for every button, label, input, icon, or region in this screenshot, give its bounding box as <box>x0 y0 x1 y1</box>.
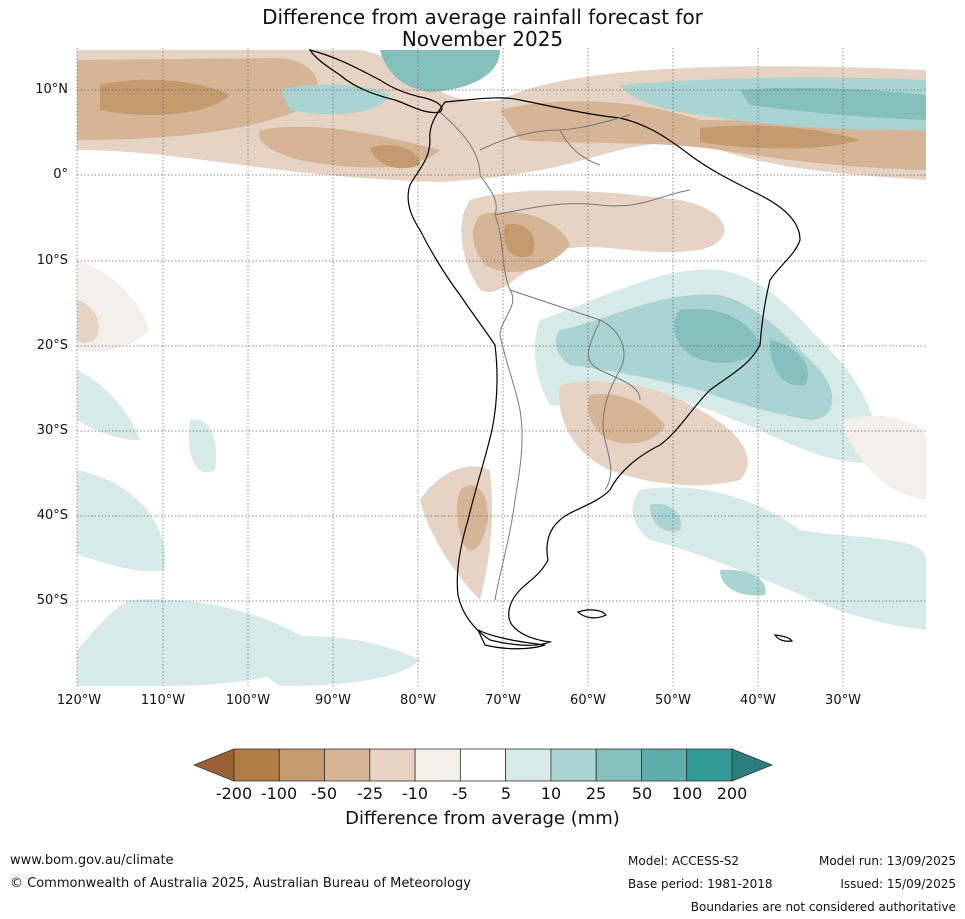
base-period-text: Base period: 1981-2018 <box>628 877 773 891</box>
lat-label: 20°S <box>36 338 68 353</box>
wet-central-am <box>380 50 500 92</box>
lon-label: 40°W <box>740 693 776 708</box>
country-borders <box>439 111 691 601</box>
wet-pacific-sw2 <box>77 370 140 440</box>
lon-label: 50°W <box>655 693 691 708</box>
lat-label: 10°S <box>36 253 68 268</box>
colorbar-swatch <box>686 748 733 782</box>
colorbar-tick: -5 <box>452 784 468 803</box>
lon-label: 100°W <box>225 693 271 708</box>
colorbar-swatch <box>369 748 416 782</box>
wet-south-atl <box>632 487 926 630</box>
rainfall-anomaly-layer <box>77 48 926 686</box>
map-title-line2: November 2025 <box>401 27 564 51</box>
wet-brazil-inner <box>555 294 833 420</box>
graticule <box>76 48 926 686</box>
colorbar-tick: 100 <box>671 784 703 803</box>
model-run-text: Model run: 13/09/2025 <box>818 854 956 868</box>
lat-label: 40°S <box>36 508 68 523</box>
wet-pacific-sw <box>77 470 166 572</box>
colorbar-title: Difference from average (mm) <box>345 808 620 829</box>
dry-pacific-west-inner <box>77 300 99 343</box>
colorbar-swatch <box>595 748 642 782</box>
colorbar-tick: 25 <box>585 784 607 803</box>
colorbar-tick: 5 <box>500 784 512 803</box>
dry-core-2 <box>370 145 420 169</box>
colorbar-swatch <box>278 748 325 782</box>
map-title-line1: Difference from average rainfall forecas… <box>262 5 703 29</box>
wet-brazil-core <box>674 309 760 363</box>
lat-label: 0° <box>53 167 68 182</box>
colorbar-swatch <box>233 748 280 782</box>
wet-brazil-core2 <box>770 340 809 386</box>
dry-la-plata-inner <box>588 394 665 444</box>
wet-atl-north-inner <box>740 87 926 120</box>
lat-label: 30°S <box>36 423 68 438</box>
wet-pacific-sw3 <box>189 419 217 473</box>
colorbar-tick: -25 <box>356 784 384 803</box>
lon-label: 70°W <box>485 693 521 708</box>
colorbar-tick: -10 <box>401 784 429 803</box>
colorbar-extend-low <box>192 748 235 782</box>
colorbar-tick: 50 <box>631 784 653 803</box>
issued-text: Issued: 15/09/2025 <box>840 877 956 891</box>
disclaimer-text: Boundaries are not considered authoritat… <box>690 900 956 914</box>
dry-amazon-core <box>504 224 535 257</box>
dry-atl-core <box>700 125 860 149</box>
wet-south-atl-core2 <box>720 569 766 596</box>
south-america-coast <box>407 97 801 646</box>
colorbar-tick: -50 <box>310 784 338 803</box>
lon-label: 110°W <box>140 693 186 708</box>
lat-label: 50°S <box>36 593 68 608</box>
lon-label: 120°W <box>56 693 102 708</box>
dry-atl-south <box>840 416 926 500</box>
copyright-text: © Commonwealth of Australia 2025, Austra… <box>10 876 471 891</box>
colorbar-swatch <box>550 748 597 782</box>
south-georgia <box>773 634 794 642</box>
dry-core-1 <box>100 79 230 115</box>
lon-label: 80°W <box>400 693 436 708</box>
model-text: Model: ACCESS-S2 <box>628 854 740 868</box>
wet-pacific-south2 <box>258 636 420 686</box>
website-link[interactable]: www.bom.gov.au/climate <box>10 853 174 868</box>
colorbar-tick: -100 <box>260 784 298 803</box>
lon-label: 90°W <box>315 693 351 708</box>
colorbar-tick: 200 <box>716 784 748 803</box>
falklands <box>576 609 607 619</box>
colorbar-extend-high <box>731 748 774 782</box>
colorbar-swatch <box>324 748 371 782</box>
tierra-del-fuego <box>476 628 546 650</box>
colorbar-tick: 10 <box>540 784 562 803</box>
wet-caribbean <box>280 84 390 115</box>
colorbar-swatch <box>459 748 507 782</box>
colorbar-swatch <box>505 748 552 782</box>
lat-label: 10°N <box>35 82 68 97</box>
lon-label: 60°W <box>570 693 606 708</box>
wet-pacific-south <box>77 599 320 686</box>
colorbar-swatch <box>414 748 461 782</box>
lon-label: 30°W <box>825 693 861 708</box>
colorbar-swatch <box>641 748 688 782</box>
colorbar-tick: -200 <box>215 784 253 803</box>
